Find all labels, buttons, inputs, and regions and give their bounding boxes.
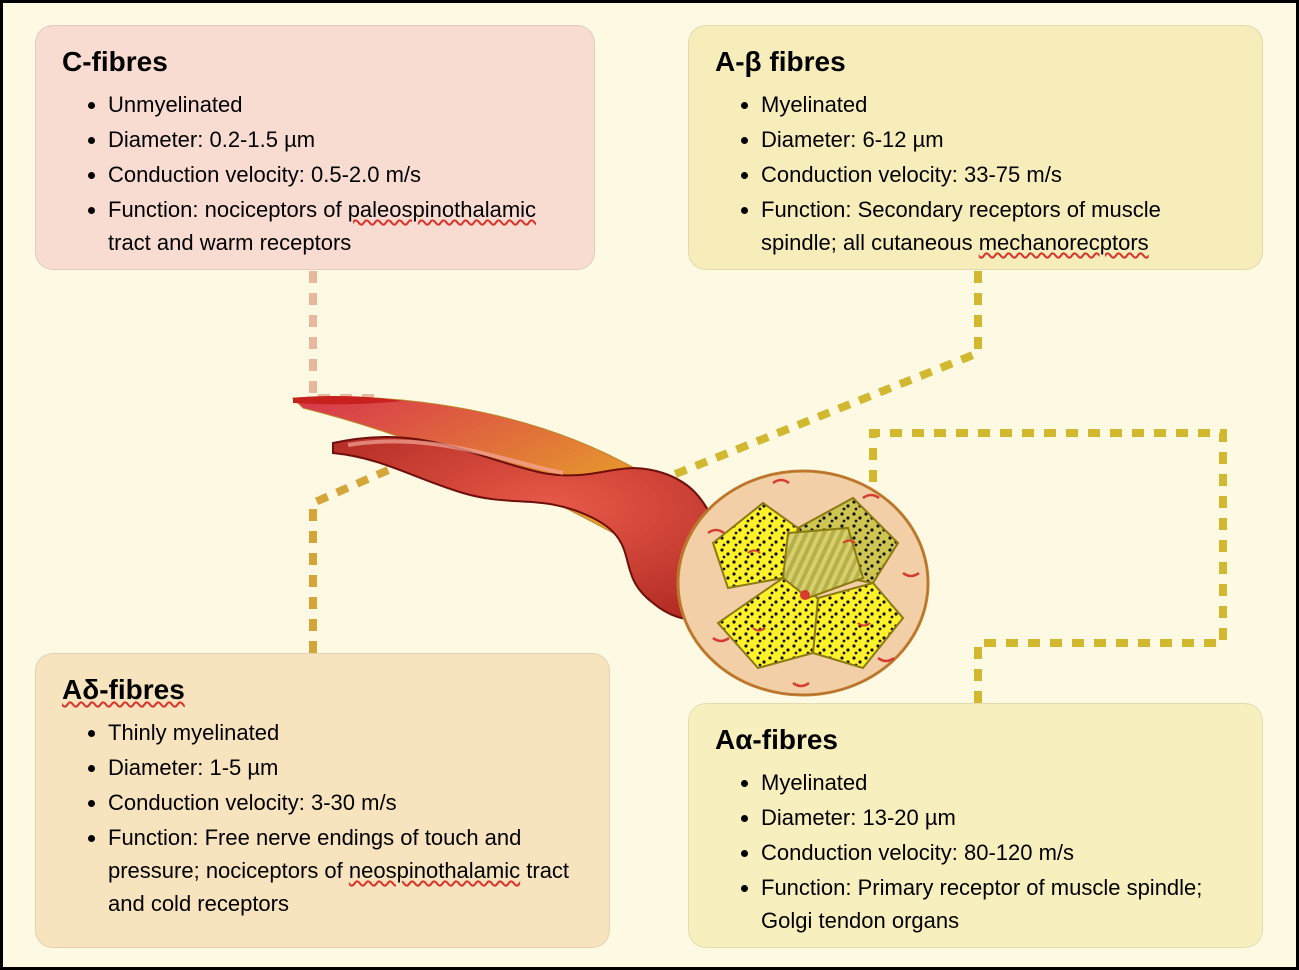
- bullet: Diameter: 13-20 µm: [761, 801, 1236, 834]
- bullets-a-beta: Myelinated Diameter: 6-12 µm Conduction …: [715, 88, 1236, 259]
- title-a-beta: A-β fibres: [715, 46, 1236, 78]
- bullet: Diameter: 6-12 µm: [761, 123, 1236, 156]
- bullet: Myelinated: [761, 766, 1236, 799]
- bullets-c-fibres: Unmyelinated Diameter: 0.2-1.5 µm Conduc…: [62, 88, 568, 259]
- info-box-a-beta: A-β fibres Myelinated Diameter: 6-12 µm …: [688, 25, 1263, 270]
- bullet: Diameter: 1-5 µm: [108, 751, 583, 784]
- info-box-a-delta: Aδ-fibres Thinly myelinated Diameter: 1-…: [35, 653, 610, 948]
- bullet: Thinly myelinated: [108, 716, 583, 749]
- bullet: Conduction velocity: 33-75 m/s: [761, 158, 1236, 191]
- bullet: Myelinated: [761, 88, 1236, 121]
- bullet: Conduction velocity: 0.5-2.0 m/s: [108, 158, 568, 191]
- bullet: Conduction velocity: 3-30 m/s: [108, 786, 583, 819]
- title-a-delta: Aδ-fibres: [62, 674, 583, 706]
- bullets-a-alpha: Myelinated Diameter: 13-20 µm Conduction…: [715, 766, 1236, 937]
- nerve-body: [293, 396, 876, 674]
- bullet: Diameter: 0.2-1.5 µm: [108, 123, 568, 156]
- bullet: Unmyelinated: [108, 88, 568, 121]
- diagram-frame: C-fibres Unmyelinated Diameter: 0.2-1.5 …: [0, 0, 1299, 970]
- title-a-alpha: Aα-fibres: [715, 724, 1236, 756]
- nerve-cross-section: [678, 471, 928, 695]
- bullet: Conduction velocity: 80-120 m/s: [761, 836, 1236, 869]
- title-c-fibres: C-fibres: [62, 46, 568, 78]
- bullet: Function: Secondary receptors of muscle …: [761, 193, 1236, 259]
- info-box-c-fibres: C-fibres Unmyelinated Diameter: 0.2-1.5 …: [35, 25, 595, 270]
- bullet: Function: Free nerve endings of touch an…: [108, 821, 583, 920]
- bullet: Function: Primary receptor of muscle spi…: [761, 871, 1236, 937]
- info-box-a-alpha: Aα-fibres Myelinated Diameter: 13-20 µm …: [688, 703, 1263, 948]
- bullets-a-delta: Thinly myelinated Diameter: 1-5 µm Condu…: [62, 716, 583, 920]
- connectors: [313, 271, 1223, 703]
- bullet: Function: nociceptors of paleospinothala…: [108, 193, 568, 259]
